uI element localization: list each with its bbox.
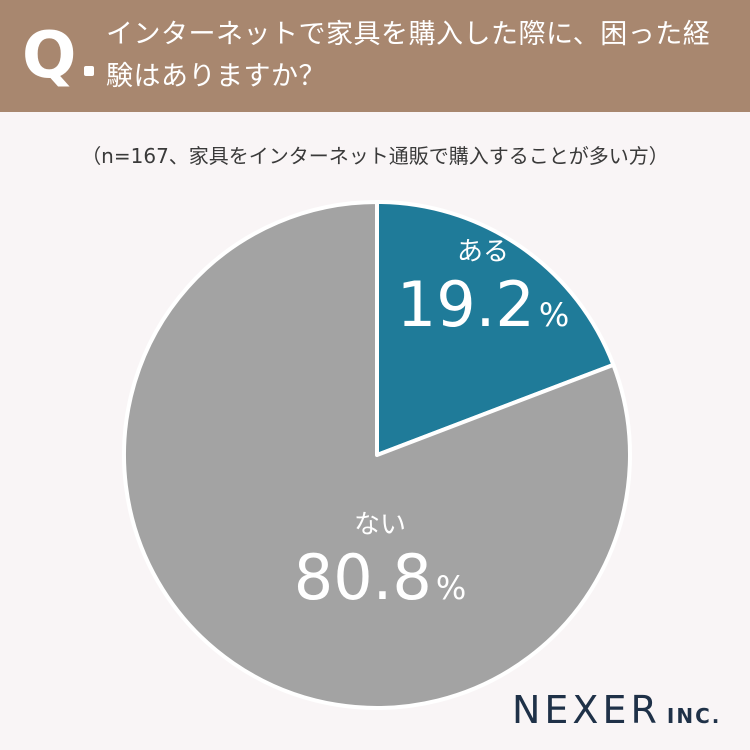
sample-note: （n=167、家具をインターネット通販で購入することが多い方） [81, 144, 669, 168]
question-text: インターネットで家具を購入した際に、困った経験はありますか？ [106, 19, 711, 92]
q-mark: Q [22, 19, 77, 93]
question-header: Q インターネットで家具を購入した際に、困った経験はありますか？ [0, 0, 750, 112]
slice-value-label: 80.8% [294, 541, 466, 614]
pie-slice-nai [122, 200, 632, 710]
logo-main: NEXER [512, 688, 661, 732]
q-mark-dot [84, 66, 94, 76]
pie-slices [122, 200, 632, 710]
logo-sub: INC. [666, 704, 722, 728]
pie-slice-aru [375, 200, 616, 457]
slice-category-label: ない [354, 510, 406, 540]
nexer-logo: NEXER INC. [512, 688, 721, 732]
slice-category-label: ある [457, 237, 509, 267]
slice-value-label: 19.2% [397, 268, 569, 341]
